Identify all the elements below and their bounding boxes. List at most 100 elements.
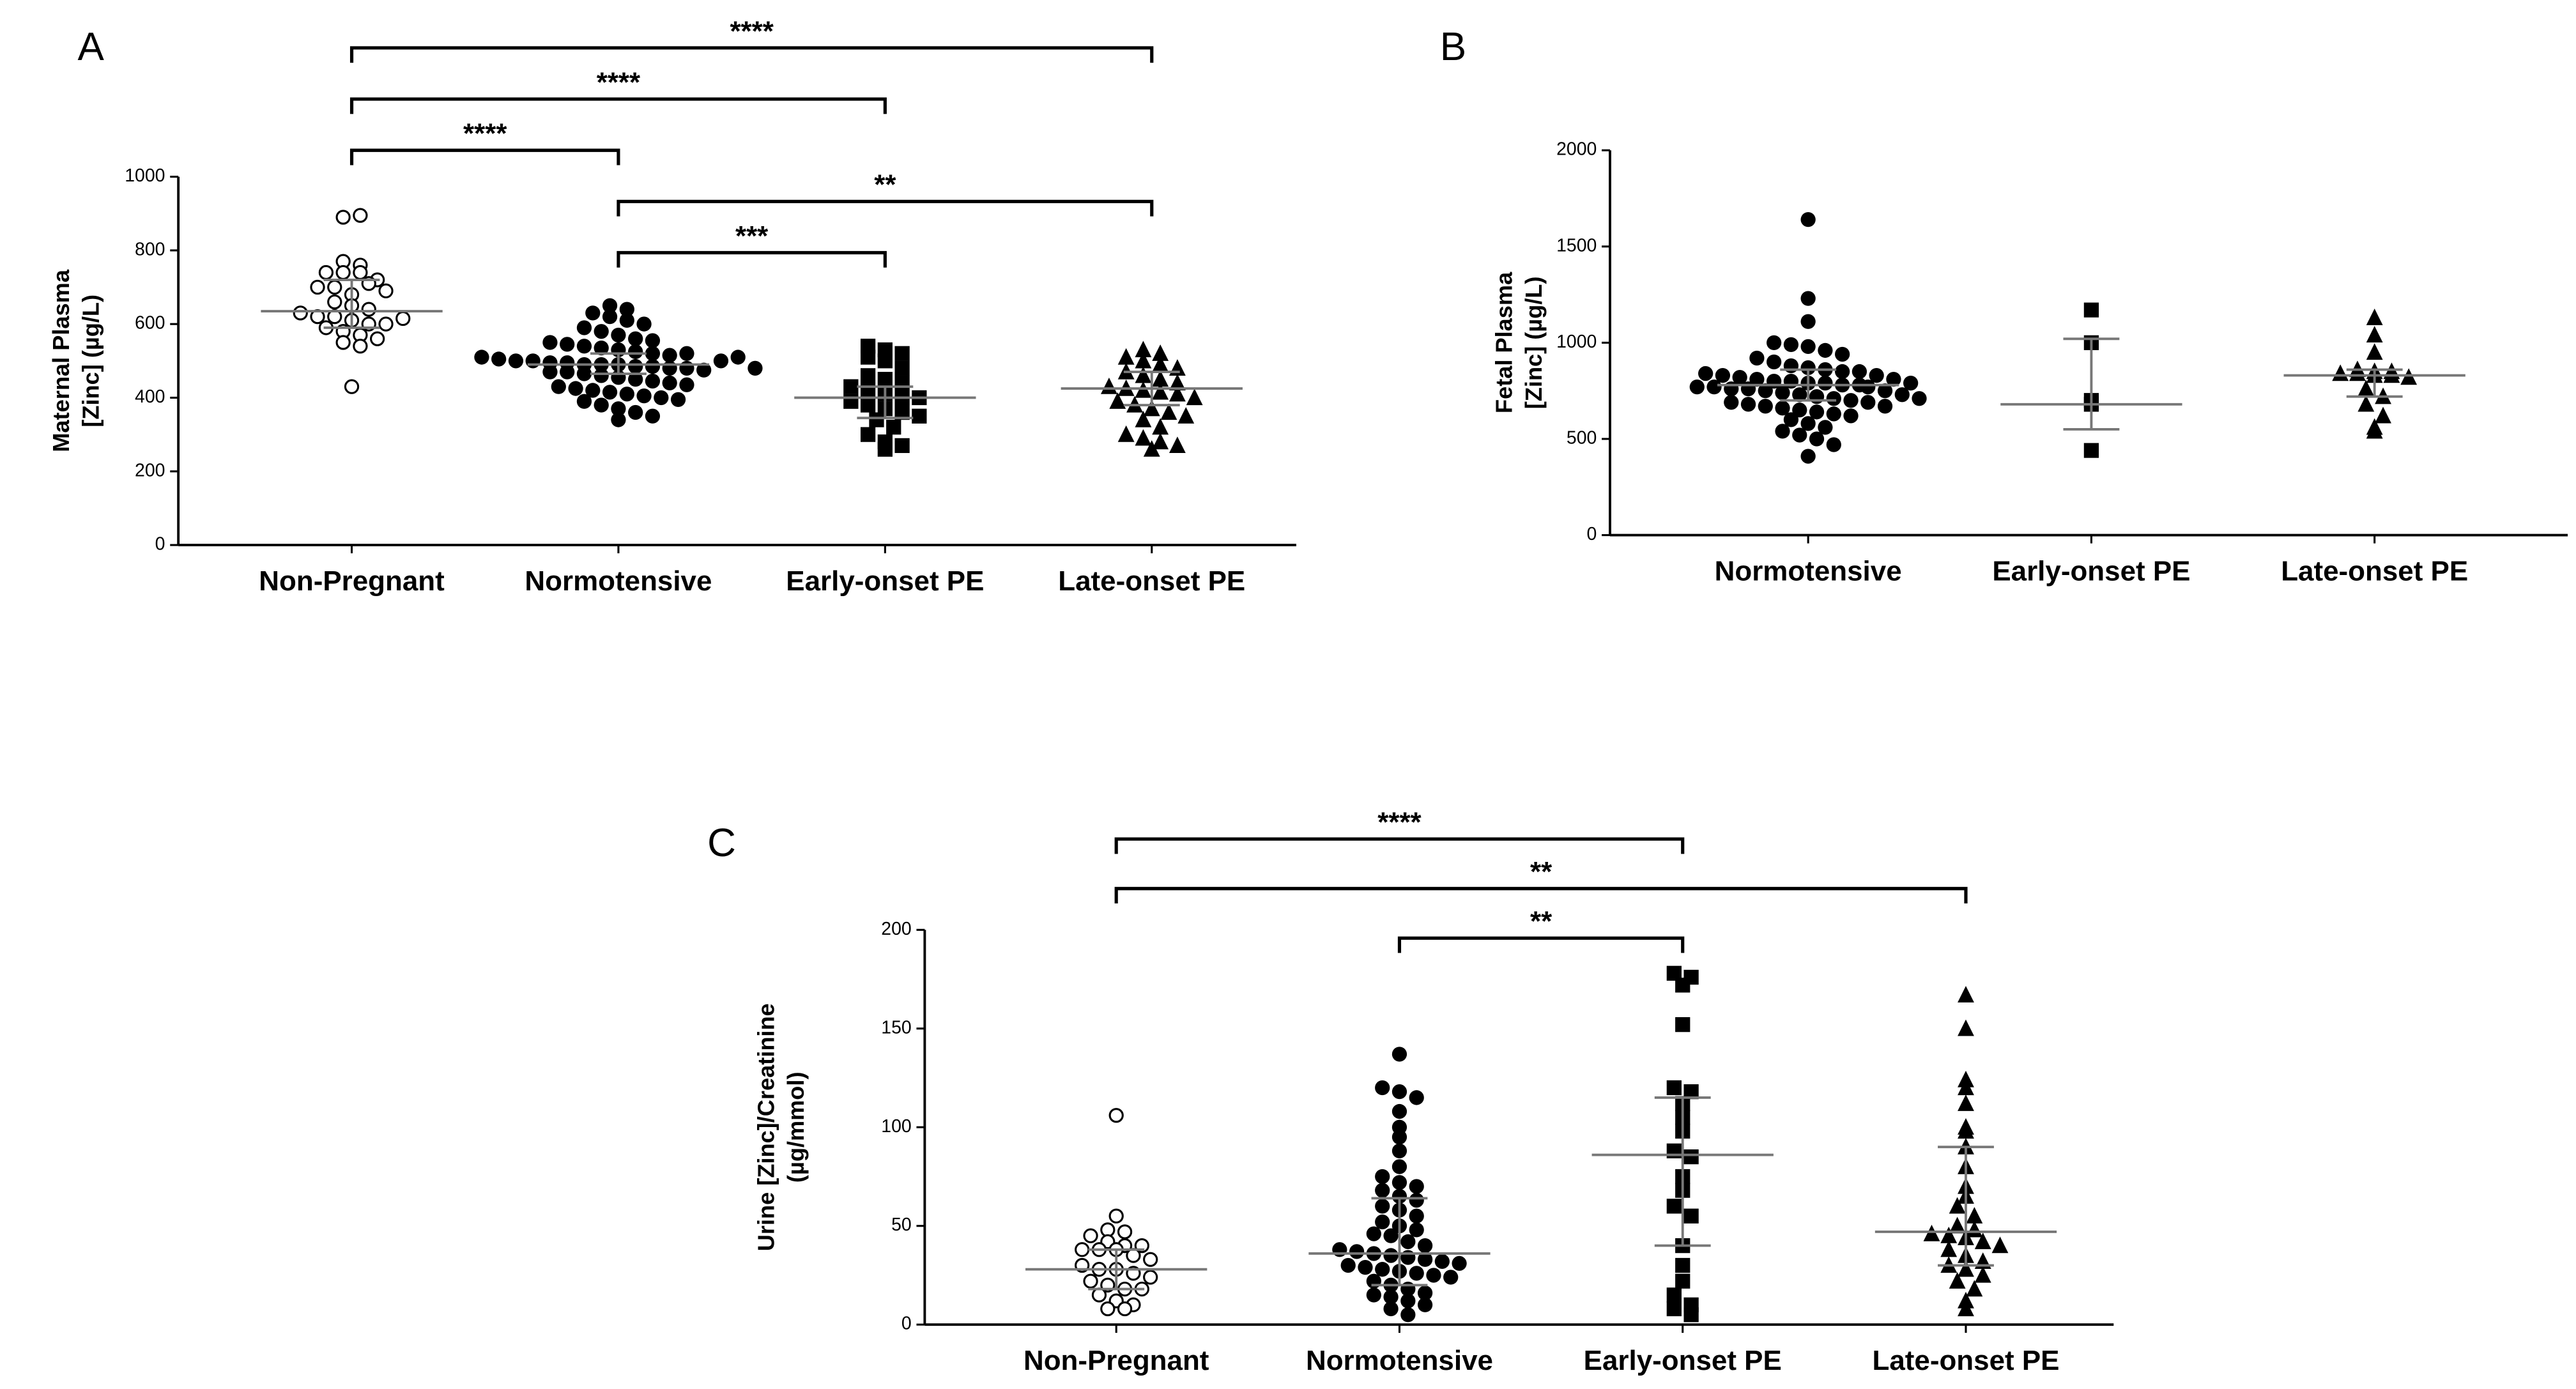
point: [1177, 407, 1195, 424]
point: [894, 375, 910, 391]
point: [1417, 1238, 1433, 1254]
point: [1749, 371, 1765, 387]
point: [1974, 1266, 1991, 1283]
point: [886, 419, 901, 435]
point: [1886, 371, 1901, 387]
point: [508, 353, 524, 369]
point: [1666, 1143, 1682, 1158]
point: [1724, 395, 1739, 410]
point: [1452, 1255, 1467, 1271]
point: [1666, 1199, 1682, 1214]
point: [1169, 374, 1186, 391]
y-tick-label: 600: [135, 313, 165, 334]
point: [1409, 1266, 1424, 1281]
point: [696, 362, 712, 378]
significance-bracket: [349, 97, 887, 114]
point: [1758, 399, 1773, 414]
point: [843, 394, 859, 409]
point: [1740, 397, 1756, 412]
point: [1683, 1307, 1699, 1323]
point: [1792, 403, 1807, 418]
point: [1383, 1228, 1399, 1243]
point: [1152, 383, 1169, 400]
panel-label: B: [1440, 25, 1466, 69]
significance-bracket: [617, 199, 1154, 217]
point: [576, 366, 592, 381]
point: [1186, 388, 1203, 406]
significance-bracket: [617, 250, 887, 268]
point: [1143, 399, 1160, 417]
x-tick-label: Late-onset PE: [1058, 565, 1245, 597]
point: [1800, 416, 1816, 431]
point: [1152, 370, 1169, 387]
point: [542, 364, 558, 380]
point: [1375, 1214, 1390, 1230]
significance-label: ***: [735, 220, 769, 252]
point: [1409, 1090, 1424, 1105]
point: [602, 298, 618, 313]
point: [1117, 1301, 1133, 1317]
point: [628, 404, 643, 420]
point: [1083, 1273, 1098, 1289]
point: [1732, 369, 1747, 385]
point: [1800, 339, 1816, 355]
point: [1991, 1236, 2009, 1254]
point: [1940, 1226, 1958, 1243]
point: [576, 394, 592, 409]
point: [1169, 385, 1186, 402]
point: [1860, 380, 1876, 395]
point: [611, 327, 626, 343]
point: [1126, 1248, 1141, 1263]
point: [1877, 399, 1893, 414]
point: [2366, 422, 2383, 439]
point: [293, 305, 308, 321]
point: [1083, 1228, 1098, 1243]
point: [474, 349, 489, 365]
point: [662, 348, 677, 363]
point: [1152, 418, 1169, 435]
point: [1417, 1252, 1433, 1267]
point: [1783, 337, 1799, 353]
point: [860, 349, 876, 365]
x-tick-label: Normotensive: [525, 565, 712, 597]
point: [1689, 380, 1705, 395]
point: [747, 360, 763, 376]
point: [619, 387, 634, 402]
y-tick-label: 200: [881, 919, 911, 939]
point: [1740, 381, 1756, 397]
point: [611, 412, 626, 427]
point: [335, 210, 351, 225]
point: [1075, 1242, 1090, 1257]
point: [1417, 1297, 1433, 1312]
point: [1800, 314, 1816, 329]
point: [662, 375, 677, 391]
significance-label: ****: [597, 66, 641, 98]
point: [1809, 389, 1825, 404]
point: [713, 353, 729, 369]
significance-bracket: [1397, 936, 1685, 953]
point: [1135, 410, 1152, 427]
point: [645, 358, 661, 374]
x-tick-label: Early-onset PE: [786, 565, 984, 597]
point: [636, 316, 652, 332]
point: [860, 397, 876, 413]
point: [602, 385, 618, 400]
point: [1809, 431, 1825, 447]
point: [636, 388, 652, 404]
point: [1818, 342, 1833, 358]
y-axis-label: [Zinc] (µg/L): [1521, 277, 1547, 410]
point: [1169, 436, 1186, 454]
point: [335, 265, 351, 280]
point: [551, 379, 566, 394]
point: [1400, 1293, 1416, 1308]
point: [877, 353, 893, 369]
point: [1169, 359, 1186, 376]
point: [1877, 383, 1893, 399]
x-tick-label: Early-onset PE: [1992, 556, 2190, 587]
point: [353, 339, 368, 354]
x-tick-label: Late-onset PE: [1873, 1345, 2060, 1376]
point: [1417, 1285, 1433, 1301]
point: [1400, 1234, 1416, 1250]
point: [1375, 1169, 1390, 1185]
point: [1958, 986, 1974, 1002]
